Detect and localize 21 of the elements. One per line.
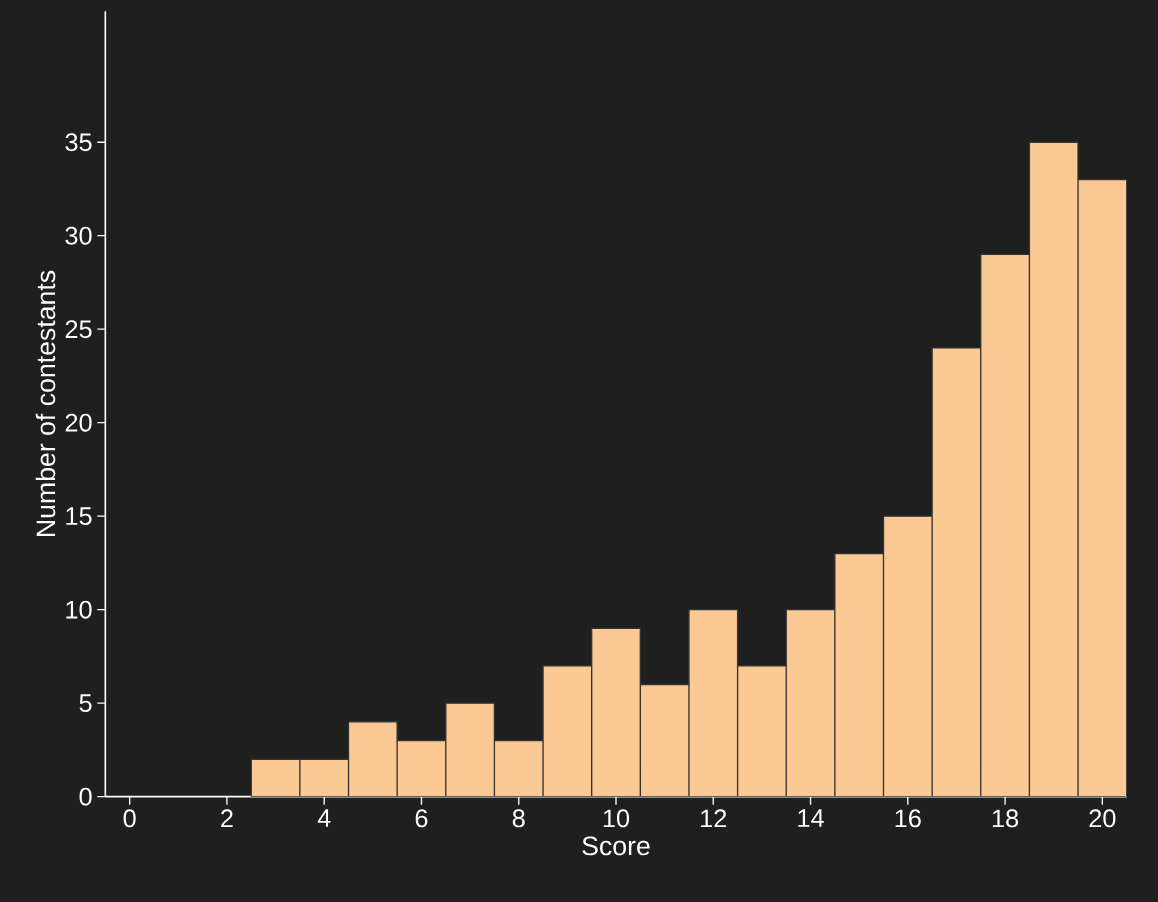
x-tick-label: 18 (992, 809, 1019, 828)
y-tick-label: 30 (65, 226, 92, 245)
x-tick-label: 10 (603, 809, 630, 828)
x-tick-label: 6 (415, 809, 428, 828)
y-axis-title: Number of contestants (35, 270, 56, 536)
x-tick-label: 8 (512, 809, 525, 828)
y-tick-label: 25 (65, 320, 92, 339)
y-tick-label: 15 (66, 507, 92, 526)
x-axis-title: Score (582, 836, 650, 856)
x-tick-label: 14 (798, 809, 824, 827)
x-tick-label: 12 (701, 809, 727, 828)
y-tick-label: 10 (66, 600, 92, 619)
x-tick-label: 4 (317, 809, 331, 827)
y-tick-label: 0 (79, 787, 92, 806)
x-tick-label: 2 (221, 809, 233, 828)
y-tick-label: 20 (65, 413, 92, 432)
x-tick-label: 0 (123, 809, 136, 828)
x-tick-label: 20 (1089, 809, 1116, 828)
x-tick-label: 16 (895, 809, 921, 828)
y-tick-label: 35 (65, 133, 92, 152)
y-tick-label: 5 (79, 694, 92, 712)
